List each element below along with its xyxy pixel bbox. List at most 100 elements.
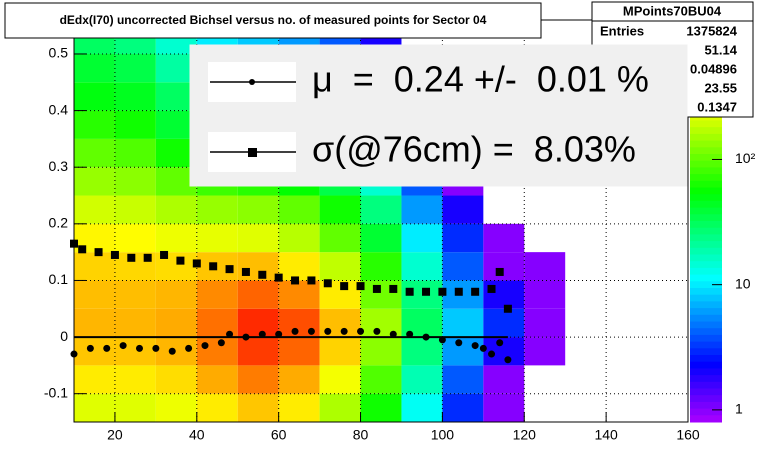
z-tick-label: 10 <box>735 275 751 291</box>
heatmap-cell <box>237 280 279 309</box>
profile-marker <box>152 344 160 352</box>
heatmap-cell <box>237 393 279 422</box>
color-bar-segment <box>690 154 722 162</box>
heatmap-cell <box>237 195 279 224</box>
heatmap-cell <box>114 393 156 422</box>
heatmap-cell <box>524 280 566 309</box>
heatmap-cell <box>319 252 361 281</box>
heatmap-cell <box>524 337 566 366</box>
heatmap-cell <box>524 308 566 338</box>
title-box <box>4 2 542 39</box>
color-bar-segment <box>690 234 722 242</box>
profile-marker <box>143 253 152 262</box>
profile-marker <box>160 250 169 259</box>
heatmap-cell <box>155 195 197 224</box>
heatmap-cell <box>319 195 361 224</box>
heatmap-cell <box>278 393 320 422</box>
color-bar-segment <box>690 294 722 302</box>
color-bar-segment <box>690 174 722 182</box>
heatmap-cell <box>155 365 197 394</box>
heatmap-cell <box>442 195 484 224</box>
x-tick-label: 120 <box>513 427 537 443</box>
color-bar-segment <box>690 207 722 215</box>
heatmap-cell <box>524 252 566 281</box>
profile-marker <box>127 253 136 262</box>
heatmap-cell <box>442 393 484 422</box>
color-bar-segment <box>690 187 722 195</box>
x-tick-label: 80 <box>353 427 369 443</box>
profile-marker <box>503 304 512 313</box>
heatmap-cell <box>114 337 156 366</box>
x-tick-label: 20 <box>107 427 123 443</box>
profile-marker <box>70 239 78 248</box>
heatmap-cell <box>74 365 115 394</box>
heatmap-cell <box>401 223 443 253</box>
color-bar-segment <box>690 180 722 188</box>
heatmap-cell <box>360 223 402 253</box>
profile-marker <box>422 287 431 296</box>
x-tick-label: 140 <box>594 427 618 443</box>
profile-marker <box>471 287 480 296</box>
heatmap-cell <box>401 252 443 281</box>
profile-marker <box>471 342 479 350</box>
profile-marker <box>504 356 512 364</box>
heatmap-cell <box>483 252 525 281</box>
color-bar-segment <box>690 241 722 249</box>
profile-marker <box>291 327 299 335</box>
heatmap-cell <box>74 280 115 309</box>
profile-marker <box>340 282 349 291</box>
heatmap-cell <box>196 223 238 253</box>
color-bar-segment <box>690 274 722 282</box>
color-bar-segment <box>690 314 722 322</box>
heatmap-cell <box>74 393 115 422</box>
color-bar-segment <box>690 348 722 356</box>
profile-marker <box>438 287 447 296</box>
color-bar-segment <box>690 160 722 168</box>
heatmap-cell <box>360 337 402 366</box>
color-bar-segment <box>690 301 722 309</box>
stats-value: 0.04896 <box>690 61 737 76</box>
stats-value: 23.55 <box>704 80 737 95</box>
profile-marker <box>209 262 218 271</box>
color-bar-segment <box>690 328 722 336</box>
profile-marker <box>168 347 176 355</box>
profile-marker <box>275 330 283 338</box>
profile-marker <box>192 259 201 268</box>
heatmap-cell <box>278 337 320 366</box>
heatmap-cell <box>319 223 361 253</box>
color-bar-segment <box>690 200 722 209</box>
profile-marker <box>373 327 381 335</box>
heatmap-cell <box>319 365 361 394</box>
heatmap-cell <box>114 167 156 196</box>
profile-marker <box>357 327 365 335</box>
profile-marker <box>217 339 225 347</box>
heatmap-cell <box>74 195 115 224</box>
color-bar-segment <box>690 334 722 343</box>
heatmap-cell <box>196 337 238 366</box>
profile-marker <box>307 276 316 285</box>
heatmap-cell <box>237 308 279 338</box>
y-tick-label: 0.1 <box>49 271 69 287</box>
color-bar-segment <box>690 395 722 403</box>
heatmap-cell <box>114 308 156 338</box>
profile-marker <box>291 276 300 285</box>
color-bar-segment <box>690 415 722 423</box>
stats-value: 0.1347 <box>697 99 737 114</box>
heatmap-cell <box>237 252 279 281</box>
color-bar-segment <box>690 140 722 148</box>
x-tick-label: 60 <box>271 427 287 443</box>
profile-marker <box>258 270 267 279</box>
profile-marker <box>496 339 504 347</box>
color-bar-segment <box>690 368 722 376</box>
color-bar-segment <box>690 167 722 175</box>
legend-label: μ = 0.24 +/- 0.01 % <box>312 59 649 100</box>
profile-marker <box>487 284 496 293</box>
heatmap-cell <box>360 195 402 224</box>
legend-marker <box>248 148 257 157</box>
color-bar-segment <box>690 127 722 135</box>
color-bar-segment <box>690 388 722 396</box>
heatmap-cell <box>401 195 443 224</box>
color-bar-segment <box>690 355 722 363</box>
color-bar-segment <box>690 247 722 255</box>
color-bar-segment <box>690 375 722 383</box>
